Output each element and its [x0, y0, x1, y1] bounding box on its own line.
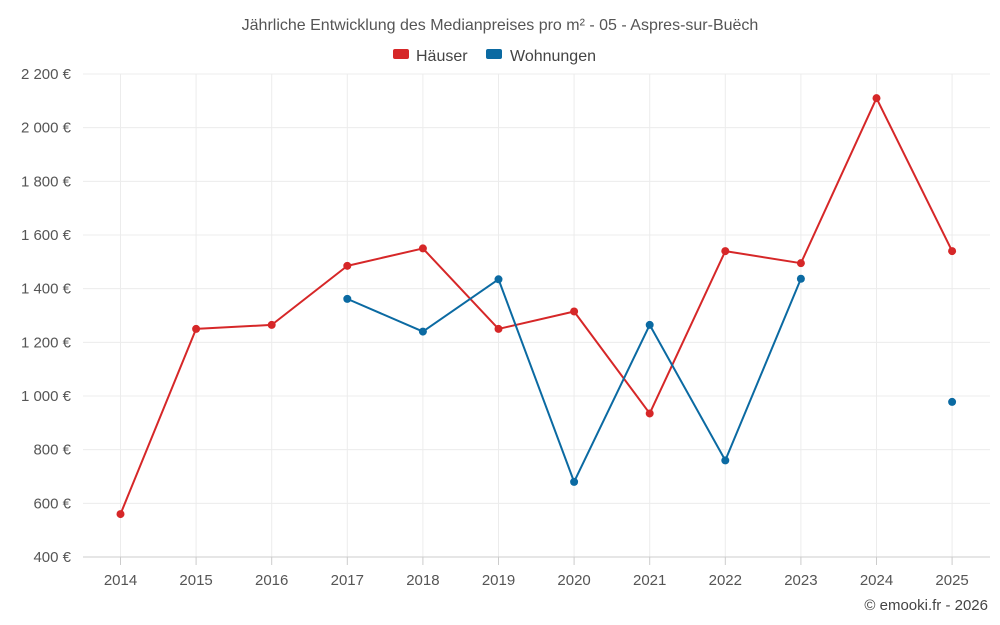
data-point-wohnungen-2017[interactable] [343, 294, 352, 303]
x-tick-label: 2022 [709, 572, 742, 589]
data-point-wohnungen-2019[interactable] [494, 275, 503, 284]
data-point-wohnungen-2022[interactable] [721, 456, 730, 465]
x-tick-label: 2019 [482, 572, 515, 589]
x-tick-label: 2015 [179, 572, 212, 589]
data-point-haeuser-2023[interactable] [796, 259, 805, 268]
x-tick-label: 2016 [255, 572, 288, 589]
y-tick-label: 2 000 € [21, 120, 72, 137]
y-tick-label: 1 600 € [21, 227, 72, 244]
data-point-haeuser-2021[interactable] [645, 409, 654, 418]
legend-item-haeuser[interactable]: Häuser [393, 48, 468, 65]
axes: 400 € 600 € 800 € 1 000 € 1 200 € 1 400 € 1 60… [21, 66, 990, 589]
data-point-haeuser-2020[interactable] [570, 307, 579, 316]
data-point-wohnungen-2023[interactable] [796, 274, 805, 283]
data-point-wohnungen-2021[interactable] [645, 320, 654, 329]
series [116, 94, 957, 519]
legend-label-wohnungen: Wohnungen [510, 48, 596, 65]
y-tick-label: 1 400 € [21, 281, 72, 298]
chart-title: Jährliche Entwicklung des Medianpreises … [242, 17, 759, 34]
x-tick-label: 2023 [784, 572, 817, 589]
x-tick-label: 2014 [104, 572, 137, 589]
data-point-haeuser-2018[interactable] [418, 244, 427, 253]
data-point-wohnungen-2025[interactable] [948, 397, 957, 406]
y-tick-label: 2 200 € [21, 66, 72, 83]
y-tick-label: 1 000 € [21, 388, 72, 405]
grid [83, 73, 990, 557]
series-wohnungen [343, 274, 957, 486]
data-point-haeuser-2022[interactable] [721, 247, 730, 256]
legend-swatch-haeuser [393, 49, 409, 59]
series-line-haeuser [119, 97, 953, 515]
legend-item-wohnungen[interactable]: Wohnungen [486, 48, 596, 65]
x-tick-label: 2018 [406, 572, 439, 589]
data-point-haeuser-2015[interactable] [192, 324, 201, 333]
data-point-wohnungen-2018[interactable] [418, 327, 427, 336]
data-point-haeuser-2017[interactable] [343, 261, 352, 270]
data-point-haeuser-2019[interactable] [494, 324, 503, 333]
series-haeuser [116, 94, 957, 519]
data-point-haeuser-2014[interactable] [116, 510, 125, 519]
data-point-haeuser-2024[interactable] [872, 94, 881, 103]
data-point-haeuser-2016[interactable] [267, 320, 276, 329]
x-tick-label: 2020 [557, 572, 590, 589]
legend-label-haeuser: Häuser [416, 48, 468, 65]
credit-text: © emooki.fr - 2026 [864, 597, 988, 614]
legend: Häuser Wohnungen [393, 48, 596, 65]
x-tick-label: 2025 [935, 572, 968, 589]
y-tick-label: 1 800 € [21, 173, 72, 190]
y-tick-label: 1 200 € [21, 334, 72, 351]
data-point-haeuser-2025[interactable] [948, 247, 957, 256]
y-tick-label: 800 € [33, 442, 71, 459]
data-point-wohnungen-2020[interactable] [570, 477, 579, 486]
y-tick-label: 600 € [33, 495, 71, 512]
x-tick-label: 2024 [860, 572, 893, 589]
legend-swatch-wohnungen [486, 49, 502, 59]
y-tick-label: 400 € [33, 549, 71, 566]
x-tick-label: 2021 [633, 572, 666, 589]
x-tick-label: 2017 [331, 572, 364, 589]
